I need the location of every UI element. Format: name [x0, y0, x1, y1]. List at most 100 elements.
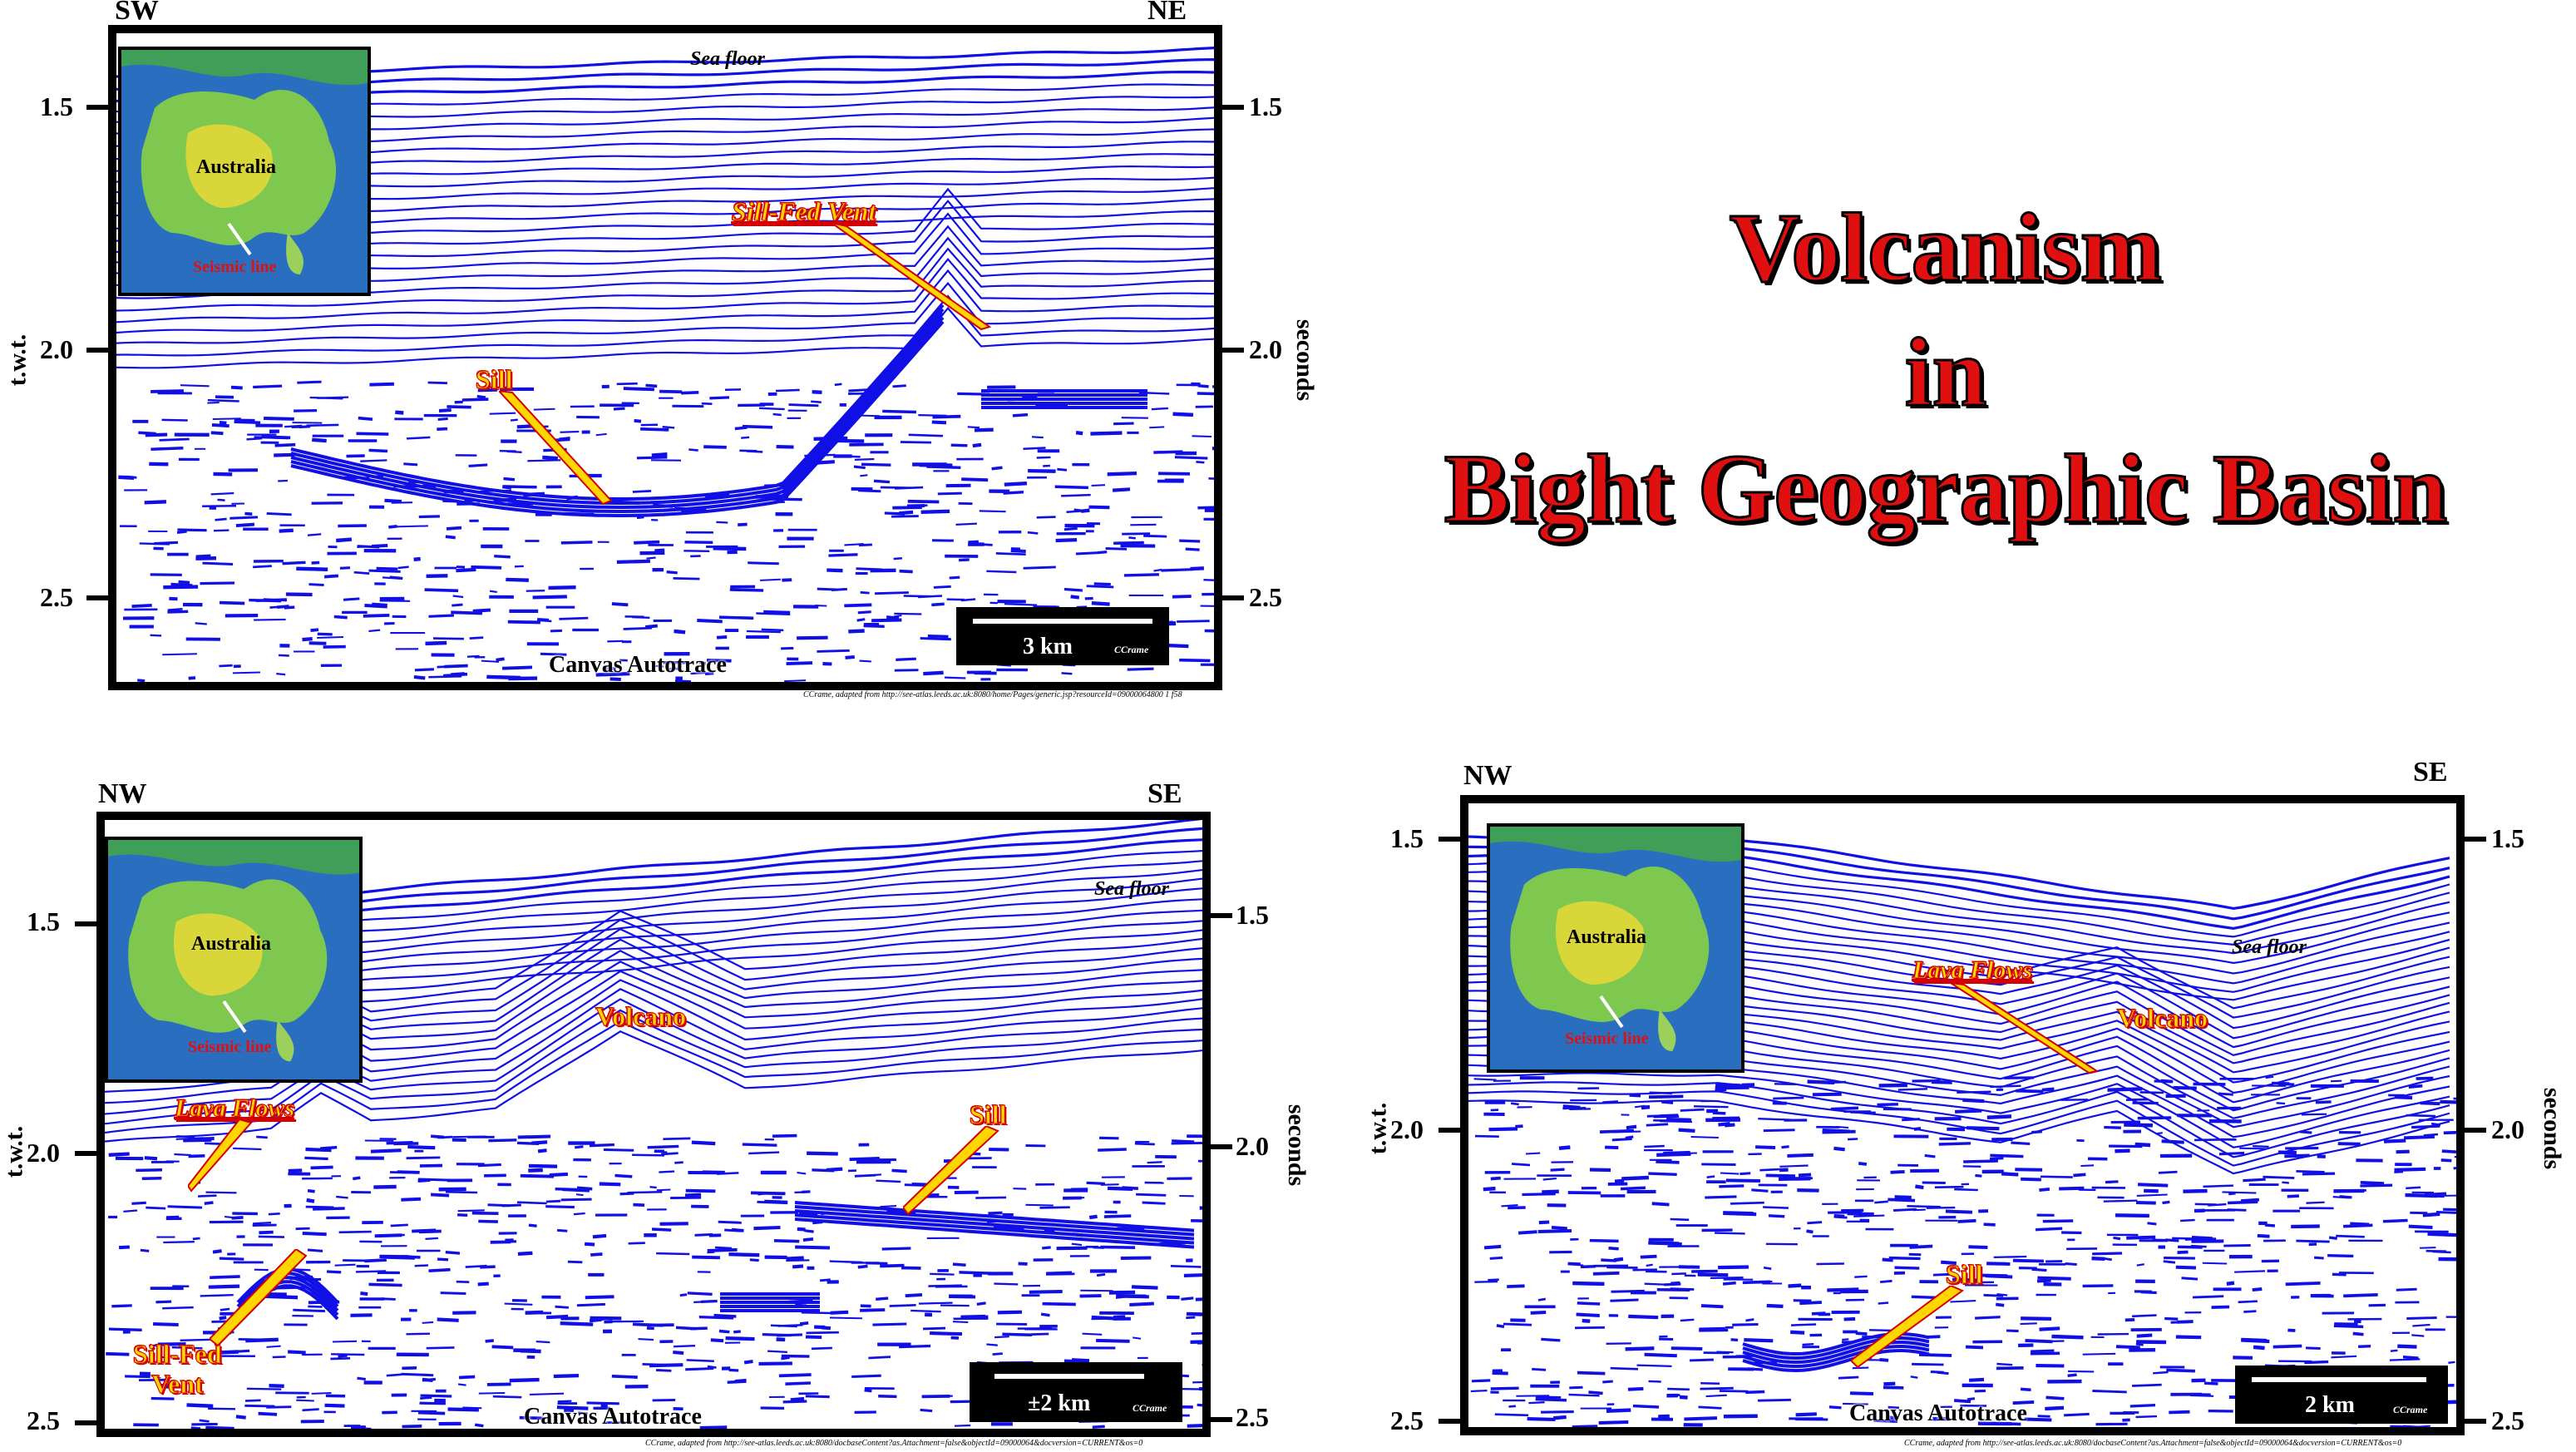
- reflector-dash: [1957, 1218, 1976, 1223]
- reflector-dash: [918, 1301, 953, 1305]
- strong-horizon: [290, 308, 945, 505]
- reflector-dash: [2203, 1381, 2218, 1385]
- strong-horizon: [794, 1205, 1195, 1237]
- reflector-dash: [1100, 1245, 1136, 1249]
- reflector-dash: [758, 407, 785, 411]
- reflector-dash: [306, 1198, 315, 1203]
- tick-label-right-2-5: 2.5: [1236, 1402, 1269, 1432]
- reflector-dash: [2435, 1211, 2456, 1214]
- reflector-dash: [1535, 1395, 1562, 1399]
- reflector-dash: [892, 506, 922, 510]
- reflector-dash: [339, 566, 351, 570]
- reflector-dash: [986, 570, 1017, 574]
- reflector-dash: [828, 553, 858, 557]
- reflector-dash: [306, 423, 339, 427]
- reflector-line: [116, 281, 1214, 344]
- reflector-dash: [908, 433, 944, 437]
- inset-country-label: Australia: [1567, 926, 1646, 948]
- reflector-dash: [1827, 1287, 1859, 1292]
- reflector-dash: [211, 422, 229, 428]
- reflector-dash: [1667, 1387, 1690, 1391]
- reflector-dash: [1029, 1289, 1063, 1294]
- reflector-dash: [527, 459, 561, 462]
- reflector-dash: [2315, 1100, 2332, 1104]
- reflector-dash: [1551, 1226, 1567, 1231]
- reflector-dash: [1625, 1135, 1634, 1139]
- reflector-dash: [860, 590, 870, 595]
- reflector-dash: [136, 1168, 163, 1173]
- reflector-dash: [1572, 1425, 1598, 1427]
- reflector-dash: [1134, 1142, 1155, 1146]
- reflector-dash: [252, 1223, 277, 1227]
- reflector-dash: [1183, 1273, 1202, 1277]
- reflector-dash: [1588, 1390, 1603, 1395]
- reflector-dash: [219, 1257, 244, 1261]
- reflector-dash: [1071, 1242, 1083, 1247]
- reflector-dash: [1680, 1108, 1705, 1112]
- reflector-dash: [1788, 1283, 1802, 1288]
- reflector-dash: [397, 565, 409, 570]
- reflector-dash: [1759, 1168, 1779, 1172]
- reflector-dash: [1177, 620, 1210, 623]
- reflector-dash: [1740, 1172, 1751, 1176]
- reflector-dash: [1887, 1415, 1897, 1420]
- reflector-dash: [688, 448, 698, 452]
- reflector-dash: [1937, 1371, 1949, 1375]
- reflector-dash: [1088, 505, 1110, 510]
- reflector-dash: [1192, 435, 1212, 438]
- reflector-dash: [2175, 1335, 2202, 1340]
- reflector-dash: [2453, 1167, 2456, 1170]
- reflector-dash: [1962, 1098, 1985, 1104]
- reflector-line: [116, 306, 1214, 369]
- reflector-dash: [1741, 1083, 1755, 1087]
- reflector-dash: [155, 1356, 165, 1359]
- reflector-dash: [1670, 1281, 1680, 1285]
- reflector-dash: [2208, 1203, 2227, 1207]
- reflector-dash: [2020, 1387, 2031, 1391]
- reflector-dash: [1092, 1425, 1105, 1429]
- reflector-dash: [1066, 509, 1084, 513]
- reflector-dash: [2165, 1238, 2179, 1242]
- reflector-dash: [1995, 1302, 2005, 1307]
- reflector-dash: [1730, 1338, 1739, 1342]
- reflector-dash: [1113, 541, 1144, 545]
- reflector-dash: [1644, 1144, 1665, 1148]
- reflector-dash: [575, 1193, 584, 1197]
- reflector-dash: [1843, 1316, 1856, 1321]
- reflector-dash: [302, 636, 313, 642]
- scale-bar-box: 2 km CCrame: [2235, 1366, 2448, 1424]
- reflector-dash: [994, 1335, 1009, 1339]
- reflector-line: [116, 269, 1214, 334]
- reflector-dash: [2170, 1321, 2192, 1324]
- sill-label: Sill: [1945, 1259, 1983, 1290]
- reflector-dash: [284, 424, 303, 428]
- reflector-dash: [2228, 1200, 2258, 1205]
- reflector-dash: [471, 565, 502, 570]
- reflector-dash: [118, 1245, 131, 1250]
- reflector-dash: [1061, 672, 1073, 675]
- sea-floor-label: Sea floor: [2232, 936, 2307, 958]
- reflector-dash: [2001, 1172, 2019, 1177]
- reflector-dash: [465, 1264, 487, 1268]
- reflector-dash: [108, 1327, 142, 1331]
- inset-seismic-line-label: Seismic line: [193, 258, 277, 276]
- reflector-dash: [1130, 523, 1157, 526]
- reflector-dash: [123, 1209, 138, 1212]
- sill-fed-vent-arrow: [832, 223, 992, 331]
- reflector-dash: [2240, 1198, 2260, 1203]
- reflector-dash: [199, 1419, 210, 1423]
- reflector-dash: [1848, 1138, 1858, 1141]
- reflector-dash: [1541, 1337, 1561, 1342]
- reflector-dash: [514, 565, 524, 568]
- reflector-dash: [1833, 1146, 1845, 1152]
- reflector-dash: [1116, 1294, 1149, 1299]
- reflector-dash: [450, 672, 468, 677]
- reflector-dash: [1781, 1145, 1789, 1149]
- reflector-dash: [437, 427, 448, 431]
- reflector-dash: [215, 395, 234, 399]
- reflector-dash: [1678, 1128, 1695, 1133]
- reflector-dash: [2082, 1352, 2116, 1356]
- reflector-dash: [2163, 1260, 2176, 1264]
- tick-label-left-2-0: 2.0: [40, 334, 73, 364]
- reflector-dash: [2160, 1079, 2174, 1084]
